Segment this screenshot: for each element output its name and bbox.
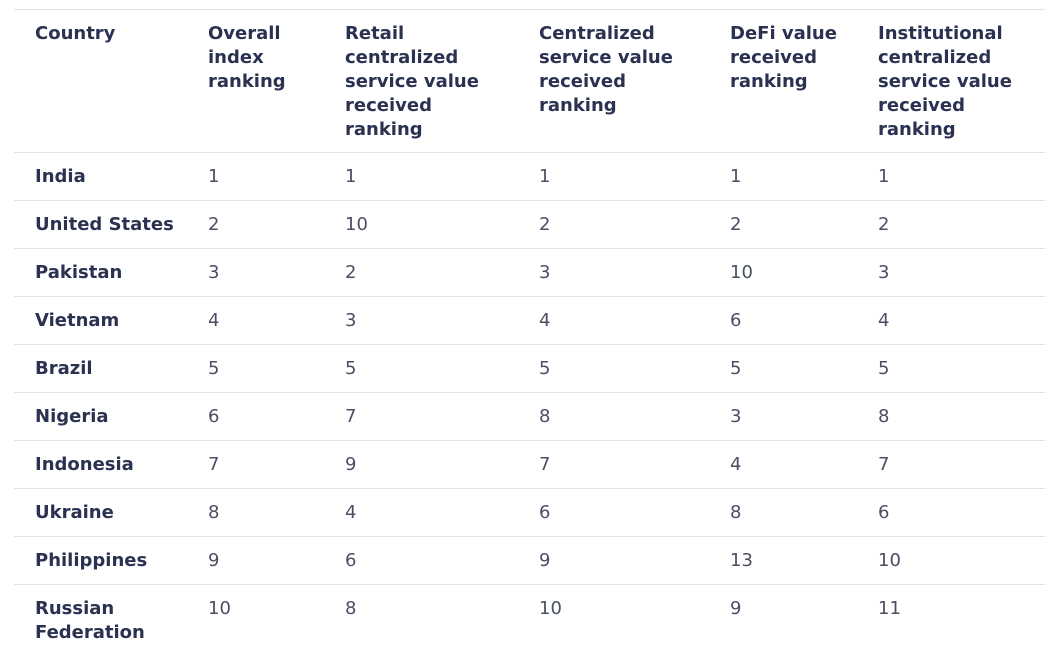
rank-cell: 9 — [187, 536, 324, 585]
rank-cell: 7 — [857, 440, 1045, 489]
rank-cell: 3 — [857, 248, 1045, 297]
table-row: Ukraine 8 4 6 8 6 — [14, 488, 1045, 537]
rank-cell: 10 — [857, 536, 1045, 585]
rank-cell: 8 — [187, 488, 324, 537]
rank-cell: 1 — [518, 152, 709, 201]
rank-cell: 6 — [324, 536, 518, 585]
table-row: Nigeria 6 7 8 3 8 — [14, 392, 1045, 441]
rank-cell: 2 — [324, 248, 518, 297]
rank-cell: 3 — [709, 392, 857, 441]
rank-cell: 3 — [518, 248, 709, 297]
table-body: India 1 1 1 1 1 United States 2 10 2 2 2 Pakistan 3 2 3… — [14, 152, 1045, 656]
country-cell: Ukraine — [14, 488, 187, 537]
rank-cell: 5 — [324, 344, 518, 393]
rank-cell: 2 — [709, 200, 857, 249]
table-row: Russian Federation 10 8 10 9 11 — [14, 584, 1045, 656]
rank-cell: 8 — [857, 392, 1045, 441]
rank-cell: 1 — [709, 152, 857, 201]
rank-cell: 9 — [518, 536, 709, 585]
rank-cell: 5 — [709, 344, 857, 393]
rank-cell: 5 — [857, 344, 1045, 393]
rank-cell: 1 — [324, 152, 518, 201]
column-header: Country — [14, 9, 187, 153]
table-container: Country Overall index ranking Retail centr… — [14, 9, 1045, 656]
rank-cell: 5 — [518, 344, 709, 393]
rank-cell: 8 — [518, 392, 709, 441]
table-row: Pakistan 3 2 3 10 3 — [14, 248, 1045, 297]
table-row: Indonesia 7 9 7 4 7 — [14, 440, 1045, 489]
ranking-table: Country Overall index ranking Retail centr… — [14, 9, 1045, 656]
column-header: Overall index ranking — [187, 9, 324, 153]
table-row: Philippines 9 6 9 13 10 — [14, 536, 1045, 585]
rank-cell: 6 — [857, 488, 1045, 537]
rank-cell: 4 — [709, 440, 857, 489]
rank-cell: 7 — [518, 440, 709, 489]
rank-cell: 4 — [324, 488, 518, 537]
country-cell: United States — [14, 200, 187, 249]
rank-cell: 4 — [187, 296, 324, 345]
rank-cell: 2 — [187, 200, 324, 249]
country-cell: Brazil — [14, 344, 187, 393]
rank-cell: 3 — [324, 296, 518, 345]
rank-cell: 10 — [518, 584, 709, 656]
table-row: Vietnam 4 3 4 6 4 — [14, 296, 1045, 345]
rank-cell: 10 — [324, 200, 518, 249]
rank-cell: 8 — [324, 584, 518, 656]
table-row: Brazil 5 5 5 5 5 — [14, 344, 1045, 393]
rank-cell: 4 — [518, 296, 709, 345]
rank-cell: 3 — [187, 248, 324, 297]
country-cell: Vietnam — [14, 296, 187, 345]
column-header: Institutional centralized service value … — [857, 9, 1045, 153]
rank-cell: 13 — [709, 536, 857, 585]
country-cell: Philippines — [14, 536, 187, 585]
column-header: Retail centralized service value receive… — [324, 9, 518, 153]
rank-cell: 9 — [709, 584, 857, 656]
rank-cell: 1 — [187, 152, 324, 201]
rank-cell: 7 — [324, 392, 518, 441]
table-row: United States 2 10 2 2 2 — [14, 200, 1045, 249]
rank-cell: 6 — [187, 392, 324, 441]
header-row: Country Overall index ranking Retail centr… — [14, 9, 1045, 153]
country-cell: Pakistan — [14, 248, 187, 297]
rank-cell: 1 — [857, 152, 1045, 201]
country-cell: India — [14, 152, 187, 201]
country-cell: Nigeria — [14, 392, 187, 441]
rank-cell: 6 — [709, 296, 857, 345]
rank-cell: 4 — [857, 296, 1045, 345]
table-row: India 1 1 1 1 1 — [14, 152, 1045, 201]
rank-cell: 2 — [518, 200, 709, 249]
column-header: DeFi value received ranking — [709, 9, 857, 153]
rank-cell: 11 — [857, 584, 1045, 656]
rank-cell: 10 — [187, 584, 324, 656]
rank-cell: 9 — [324, 440, 518, 489]
rank-cell: 2 — [857, 200, 1045, 249]
rank-cell: 6 — [518, 488, 709, 537]
rank-cell: 10 — [709, 248, 857, 297]
rank-cell: 7 — [187, 440, 324, 489]
rank-cell: 8 — [709, 488, 857, 537]
column-header: Centralized service value received ranki… — [518, 9, 709, 153]
country-cell: Indonesia — [14, 440, 187, 489]
country-cell: Russian Federation — [14, 584, 187, 656]
rank-cell: 5 — [187, 344, 324, 393]
